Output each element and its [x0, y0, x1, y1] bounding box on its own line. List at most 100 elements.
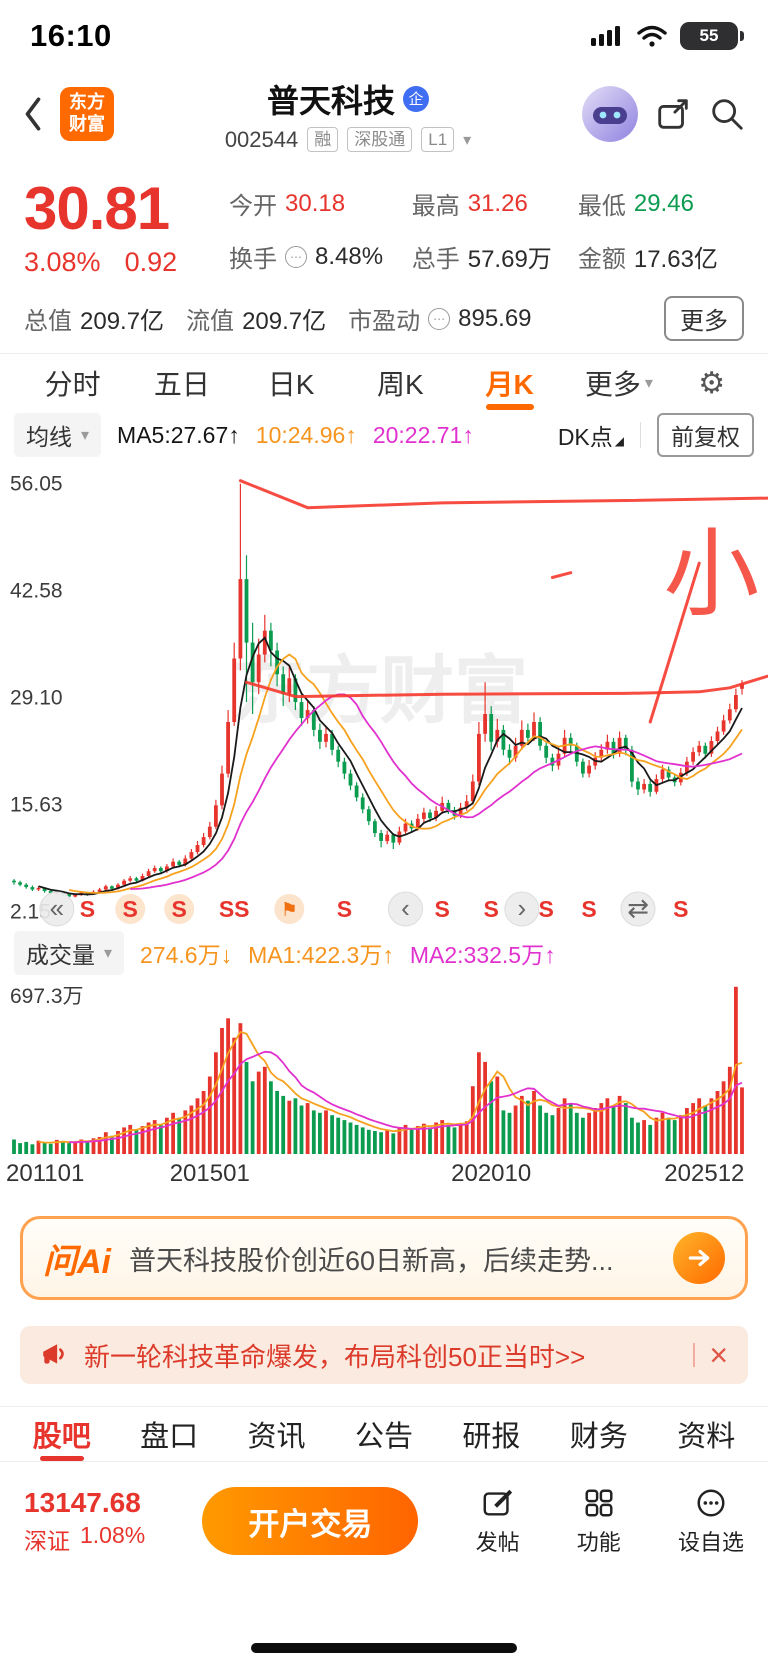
- chevron-down-icon: ▾: [81, 427, 90, 445]
- features-button[interactable]: 功能: [577, 1486, 621, 1557]
- close-icon[interactable]: ×: [709, 1337, 728, 1374]
- y-axis-label: 15.63: [10, 793, 63, 816]
- assistant-avatar[interactable]: [582, 86, 638, 142]
- hand-drawn-small-dash: [550, 571, 573, 580]
- info-dots-icon[interactable]: ⋯: [428, 307, 451, 330]
- forward-icon[interactable]: ›: [517, 893, 526, 923]
- ma20-line: [130, 693, 743, 891]
- tab-5day[interactable]: 五日: [153, 369, 210, 401]
- compose-icon: [483, 1489, 512, 1516]
- promo-banner[interactable]: 新一轮科技革命爆发，布局科创50正当时>> ×: [20, 1326, 748, 1385]
- home-indicator[interactable]: [251, 1643, 517, 1653]
- tab-profile[interactable]: 资料: [677, 1421, 736, 1454]
- chevron-down-icon: ▾: [644, 375, 653, 393]
- chart-nav-refresh-button[interactable]: [620, 891, 656, 927]
- ma10-value: 10:24.96↑: [255, 421, 357, 448]
- ma20-value: 20:22.71↑: [372, 421, 474, 448]
- dk-point-button[interactable]: DK点 ◢: [557, 424, 624, 451]
- megaphone-icon: [43, 1344, 64, 1364]
- chevron-down-icon[interactable]: ▾: [463, 131, 472, 149]
- back-button[interactable]: [22, 95, 44, 133]
- tab-research[interactable]: 研报: [462, 1421, 521, 1454]
- ai-arrow-button[interactable]: [673, 1232, 725, 1285]
- bottom-action-bar: 13147.68 深证 1.08% 开户交易 发帖 功能 设自选: [0, 1462, 768, 1580]
- index-quote[interactable]: 13147.68 深证 1.08%: [24, 1487, 145, 1556]
- vertical-divider: [640, 422, 641, 449]
- arrow-right-icon: [688, 1250, 710, 1267]
- flag-icon[interactable]: ⚑: [281, 900, 298, 921]
- level-tag: L1: [421, 126, 455, 153]
- tab-financials[interactable]: 财务: [569, 1421, 628, 1454]
- connect-tag: 深股通: [347, 126, 413, 153]
- ai-question-text: 普天科技股价创近60日新高，后续走势...: [129, 1245, 614, 1276]
- draw-tool-button[interactable]: [274, 894, 305, 925]
- circle-dots-icon: [697, 1489, 725, 1517]
- info-dots-icon[interactable]: ⋯: [285, 245, 307, 268]
- change-percent: 3.08%: [24, 247, 101, 278]
- chart-nav-rewind-button[interactable]: [39, 891, 75, 927]
- volume-chart[interactable]: 697.3万: [0, 973, 768, 1158]
- tab-intraday[interactable]: 分时: [44, 369, 101, 401]
- x-axis: 201101 201501 202010 202512: [0, 1158, 768, 1192]
- quote-panel: 30.81 3.08% 0.92 今开 30.18 最高 31.26 最低 29.46…: [0, 166, 768, 353]
- sell-signal-marker: S: [484, 896, 499, 922]
- signal-highlight: [164, 894, 195, 925]
- adjust-mode-button[interactable]: 前复权: [657, 413, 754, 458]
- tab-announcements[interactable]: 公告: [354, 1421, 413, 1454]
- y-axis-label: 29.10: [10, 687, 63, 710]
- share-icon[interactable]: [654, 95, 692, 133]
- ma-indicator-bar: 均线 ▾ MA5:27.67↑ 10:24.96↑ 20:22.71↑ DK点 ◢ …: [0, 412, 768, 458]
- ask-ai-card[interactable]: 问Ai 普天科技股价创近60日新高，后续走势...: [20, 1216, 748, 1301]
- corner-triangle-icon: ◢: [614, 433, 624, 448]
- y-axis-label: 42.58: [10, 580, 63, 603]
- gear-icon[interactable]: ⚙: [698, 366, 726, 400]
- wifi-icon: [637, 25, 667, 47]
- ma-selector[interactable]: 均线 ▾: [14, 413, 102, 458]
- tab-weekly-k[interactable]: 周K: [377, 369, 424, 401]
- refresh-icon[interactable]: ⇄: [627, 893, 649, 923]
- volume-indicator-bar: 成交量 ▾ 274.6万↓ MA1:422.3万↑ MA2:332.5万↑: [0, 931, 768, 976]
- hand-drawn-mid-trend: [245, 674, 768, 699]
- stock-name: 普天科技: [266, 82, 395, 119]
- tab-order-book[interactable]: 盘口: [140, 1421, 199, 1454]
- stock-header[interactable]: 普天科技 企 002544 融 深股通 L1 ▾: [130, 76, 566, 153]
- tab-more[interactable]: 更多 ▾: [584, 369, 653, 401]
- candles-layer: [12, 483, 744, 899]
- header: 东方 财富 普天科技 企 002544 融 深股通 L1 ▾: [0, 62, 768, 166]
- status-icons: 55: [590, 22, 744, 50]
- hand-drawn-text: 小: [663, 521, 759, 628]
- chart-nav-back-button[interactable]: [388, 891, 423, 927]
- robot-mascot-icon: [582, 86, 638, 142]
- search-icon[interactable]: [708, 95, 746, 133]
- signal-highlight: [115, 894, 146, 925]
- enterprise-badge[interactable]: 企: [403, 85, 429, 112]
- x-axis-label: 201501: [169, 1160, 250, 1188]
- post-button[interactable]: 发帖: [476, 1486, 520, 1557]
- back-icon[interactable]: ‹: [401, 893, 410, 923]
- sell-signal-marker: SS: [219, 896, 250, 922]
- tab-monthly-k[interactable]: 月K: [455, 354, 564, 412]
- tab-forum[interactable]: 股吧: [8, 1407, 115, 1461]
- tab-daily-k[interactable]: 日K: [267, 369, 315, 401]
- volume-selector[interactable]: 成交量 ▾: [14, 931, 125, 976]
- stat-open: 今开 30.18: [229, 189, 346, 221]
- open-account-button[interactable]: 开户交易: [202, 1487, 419, 1556]
- rewind-icon[interactable]: «: [50, 893, 64, 923]
- sell-signal-marker: S: [80, 896, 95, 922]
- candlestick-chart[interactable]: 东方财富小 56.05 42.58 29.10 15.63 2.15 «S S S SS ⚑ S ‹ S S…: [0, 458, 768, 933]
- index-name: 深证: [24, 1527, 70, 1554]
- y-axis-label: 56.05: [10, 473, 63, 496]
- chart-nav-forward-button[interactable]: [504, 891, 540, 927]
- logo-line1: 东方: [69, 92, 105, 113]
- sell-signal-marker: S: [673, 896, 688, 922]
- ma10-line: [68, 653, 743, 895]
- stat-volume: 总手 57.69万: [411, 246, 552, 273]
- add-watchlist-button[interactable]: 设自选: [678, 1486, 744, 1557]
- stat-total-cap: 总值 209.7亿: [24, 308, 165, 336]
- x-axis-label: 201101: [6, 1160, 85, 1188]
- more-stats-button[interactable]: 更多: [664, 296, 744, 342]
- volume-chart-canvas[interactable]: 697.3万: [0, 973, 768, 1158]
- app-logo[interactable]: 东方 财富: [60, 87, 114, 141]
- tab-news[interactable]: 资讯: [247, 1421, 306, 1454]
